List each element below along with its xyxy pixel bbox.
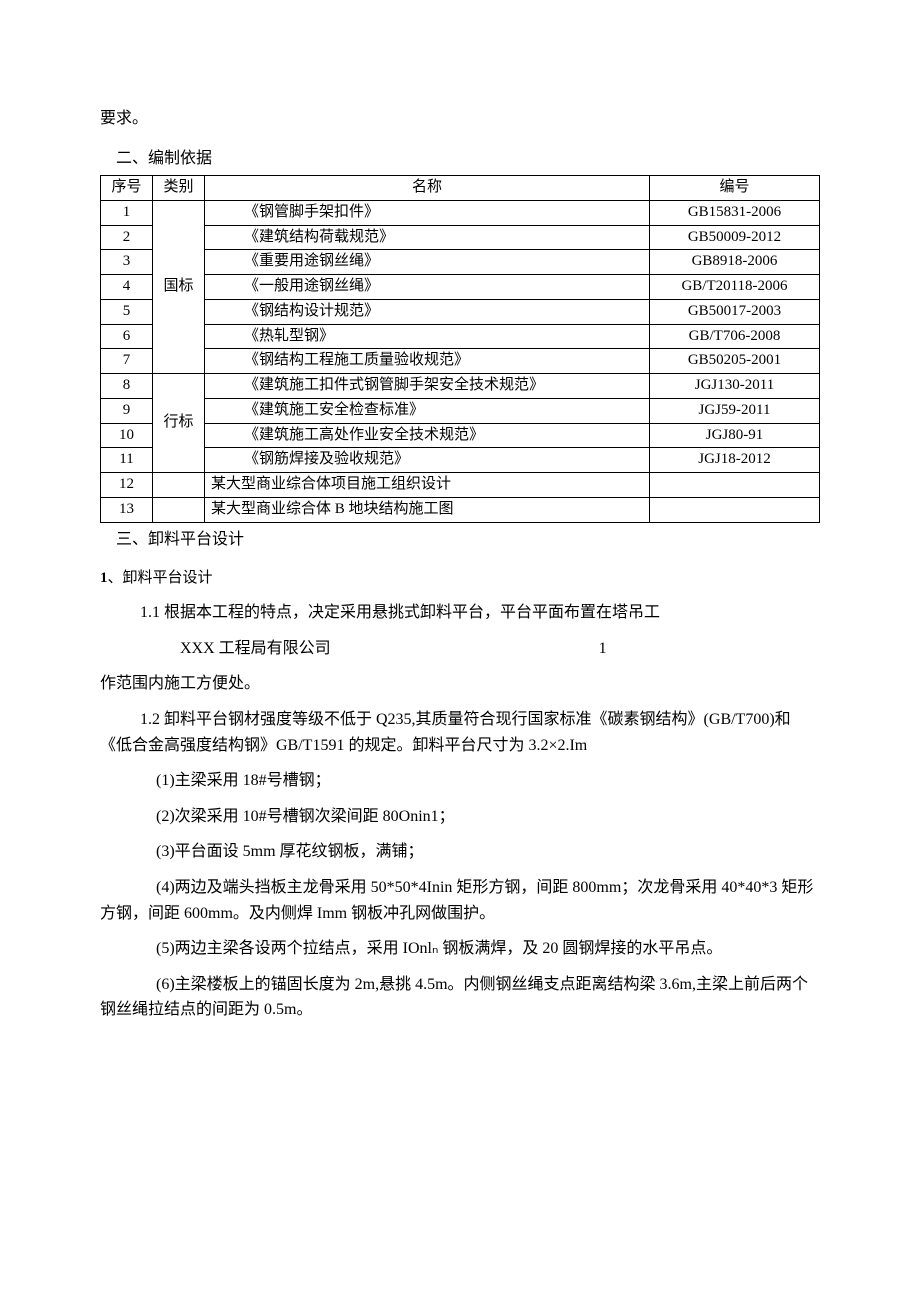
- cell-code: JGJ130-2011: [650, 374, 820, 399]
- cell-name: 《建筑施工扣件式钢管脚手架安全技术规范》: [205, 374, 650, 399]
- cell-seq: 2: [101, 225, 153, 250]
- para-continuation: 作范围内施工方便处。: [100, 671, 820, 697]
- cell-code: GB50017-2003: [650, 299, 820, 324]
- footer-company: XXX 工程局有限公司: [140, 636, 331, 662]
- table-row: 4 《一般用途钢丝绳》GB/T20118-2006: [101, 275, 820, 300]
- cell-code: GB/T20118-2006: [650, 275, 820, 300]
- cell-name: 《重要用途钢丝绳》: [205, 250, 650, 275]
- table-row: 2 《建筑结构荷载规范》GB50009-2012: [101, 225, 820, 250]
- cell-seq: 12: [101, 473, 153, 498]
- cell-seq: 1: [101, 200, 153, 225]
- cell-name: 《一般用途钢丝绳》: [205, 275, 650, 300]
- page-footer: XXX 工程局有限公司 1: [100, 636, 820, 662]
- cell-code: [650, 473, 820, 498]
- cell-seq: 6: [101, 324, 153, 349]
- para-item-4: (4)两边及端头挡板主龙骨采用 50*50*4Inin 矩形方钢，间距 800m…: [100, 875, 820, 926]
- para-item-2: (2)次梁采用 10#号槽钢次梁间距 80Onin1；: [100, 804, 820, 830]
- reference-table: 序号 类别 名称 编号 1国标《钢管脚手架扣件》GB15831-20062《建筑…: [100, 175, 820, 523]
- cell-seq: 9: [101, 398, 153, 423]
- body-text-block: 1.1 根据本工程的特点，决定采用悬挑式卸料平台，平台平面布置在塔吊工 XXX …: [100, 600, 820, 1023]
- cell-name: 《热轧型钢》: [205, 324, 650, 349]
- table-row: 11 《钢筋焊接及验收规范》JGJ18-2012: [101, 448, 820, 473]
- table-row: 6 《热轧型钢》GB/T706-2008: [101, 324, 820, 349]
- cell-name: 《钢结构工程施工质量验收规范》: [205, 349, 650, 374]
- para-item-3: (3)平台面设 5mm 厚花纹钢板，满铺；: [100, 839, 820, 865]
- cell-seq: 13: [101, 497, 153, 522]
- cell-category-empty: [153, 473, 205, 498]
- sub-1-heading: 1、卸料平台设计: [100, 566, 820, 590]
- cell-code: GB50205-2001: [650, 349, 820, 374]
- para-item-6: (6)主梁楼板上的锚固长度为 2m,悬挑 4.5m。内侧钢丝绳支点距离结构梁 3…: [100, 972, 820, 1023]
- fragment-top: 要求。: [100, 106, 820, 132]
- table-header-row: 序号 类别 名称 编号: [101, 176, 820, 201]
- cell-name: 某大型商业综合体项目施工组织设计: [205, 473, 650, 498]
- cell-code: GB15831-2006: [650, 200, 820, 225]
- para-item-1: (1)主梁采用 18#号槽钢；: [100, 768, 820, 794]
- cell-name: 《建筑施工安全检查标准》: [205, 398, 650, 423]
- para-item-5: (5)两边主梁各设两个拉结点，采用 IOnlₙ 钢板满焊，及 20 圆钢焊接的水…: [100, 936, 820, 962]
- table-row: 3 《重要用途钢丝绳》GB8918-2006: [101, 250, 820, 275]
- cell-seq: 7: [101, 349, 153, 374]
- sub-1-num: 1: [100, 570, 108, 586]
- th-name: 名称: [205, 176, 650, 201]
- table-row: 9 《建筑施工安全检查标准》JGJ59-2011: [101, 398, 820, 423]
- cell-seq: 3: [101, 250, 153, 275]
- table-row: 12 某大型商业综合体项目施工组织设计: [101, 473, 820, 498]
- cell-category-guobiao: 国标: [153, 200, 205, 373]
- table-row: 13 某大型商业综合体 B 地块结构施工图: [101, 497, 820, 522]
- cell-name: 某大型商业综合体 B 地块结构施工图: [205, 497, 650, 522]
- cell-category-empty: [153, 497, 205, 522]
- cell-name: 《建筑结构荷载规范》: [205, 225, 650, 250]
- cell-code: GB/T706-2008: [650, 324, 820, 349]
- th-seq: 序号: [101, 176, 153, 201]
- table-row: 5 《钢结构设计规范》GB50017-2003: [101, 299, 820, 324]
- table-row: 1国标《钢管脚手架扣件》GB15831-2006: [101, 200, 820, 225]
- cell-seq: 4: [101, 275, 153, 300]
- cell-seq: 11: [101, 448, 153, 473]
- cell-name: 《钢筋焊接及验收规范》: [205, 448, 650, 473]
- para-1-1: 1.1 根据本工程的特点，决定采用悬挑式卸料平台，平台平面布置在塔吊工: [100, 600, 820, 626]
- cell-seq: 8: [101, 374, 153, 399]
- table-row: 7 《钢结构工程施工质量验收规范》GB50205-2001: [101, 349, 820, 374]
- cell-code: GB50009-2012: [650, 225, 820, 250]
- cell-category-hangbiao: 行标: [153, 374, 205, 473]
- para-1-2: 1.2 卸料平台钢材强度等级不低于 Q235,其质量符合现行国家标准《碳素钢结构…: [100, 707, 820, 758]
- cell-code: [650, 497, 820, 522]
- section-3-heading: 三、卸料平台设计: [100, 527, 820, 553]
- section-2-heading: 二、编制依据: [100, 146, 820, 172]
- cell-code: GB8918-2006: [650, 250, 820, 275]
- cell-name: 《建筑施工高处作业安全技术规范》: [205, 423, 650, 448]
- footer-page-number: 1: [559, 636, 607, 662]
- th-cat: 类别: [153, 176, 205, 201]
- cell-name: 《钢管脚手架扣件》: [205, 200, 650, 225]
- cell-seq: 10: [101, 423, 153, 448]
- cell-seq: 5: [101, 299, 153, 324]
- cell-name: 《钢结构设计规范》: [205, 299, 650, 324]
- cell-code: JGJ59-2011: [650, 398, 820, 423]
- sub-1-text: 、卸料平台设计: [108, 570, 213, 586]
- cell-code: JGJ18-2012: [650, 448, 820, 473]
- th-code: 编号: [650, 176, 820, 201]
- table-row: 10 《建筑施工高处作业安全技术规范》JGJ80-91: [101, 423, 820, 448]
- table-row: 8行标《建筑施工扣件式钢管脚手架安全技术规范》JGJ130-2011: [101, 374, 820, 399]
- cell-code: JGJ80-91: [650, 423, 820, 448]
